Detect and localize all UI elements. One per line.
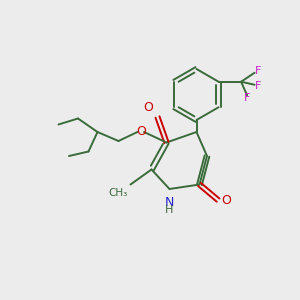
- Text: F: F: [254, 66, 261, 76]
- Text: N: N: [165, 196, 174, 208]
- Text: O: O: [222, 194, 232, 207]
- Text: H: H: [165, 205, 174, 214]
- Text: CH₃: CH₃: [109, 188, 128, 198]
- Text: O: O: [136, 125, 146, 138]
- Text: F: F: [254, 81, 261, 91]
- Text: F: F: [244, 93, 250, 103]
- Text: O: O: [143, 101, 153, 114]
